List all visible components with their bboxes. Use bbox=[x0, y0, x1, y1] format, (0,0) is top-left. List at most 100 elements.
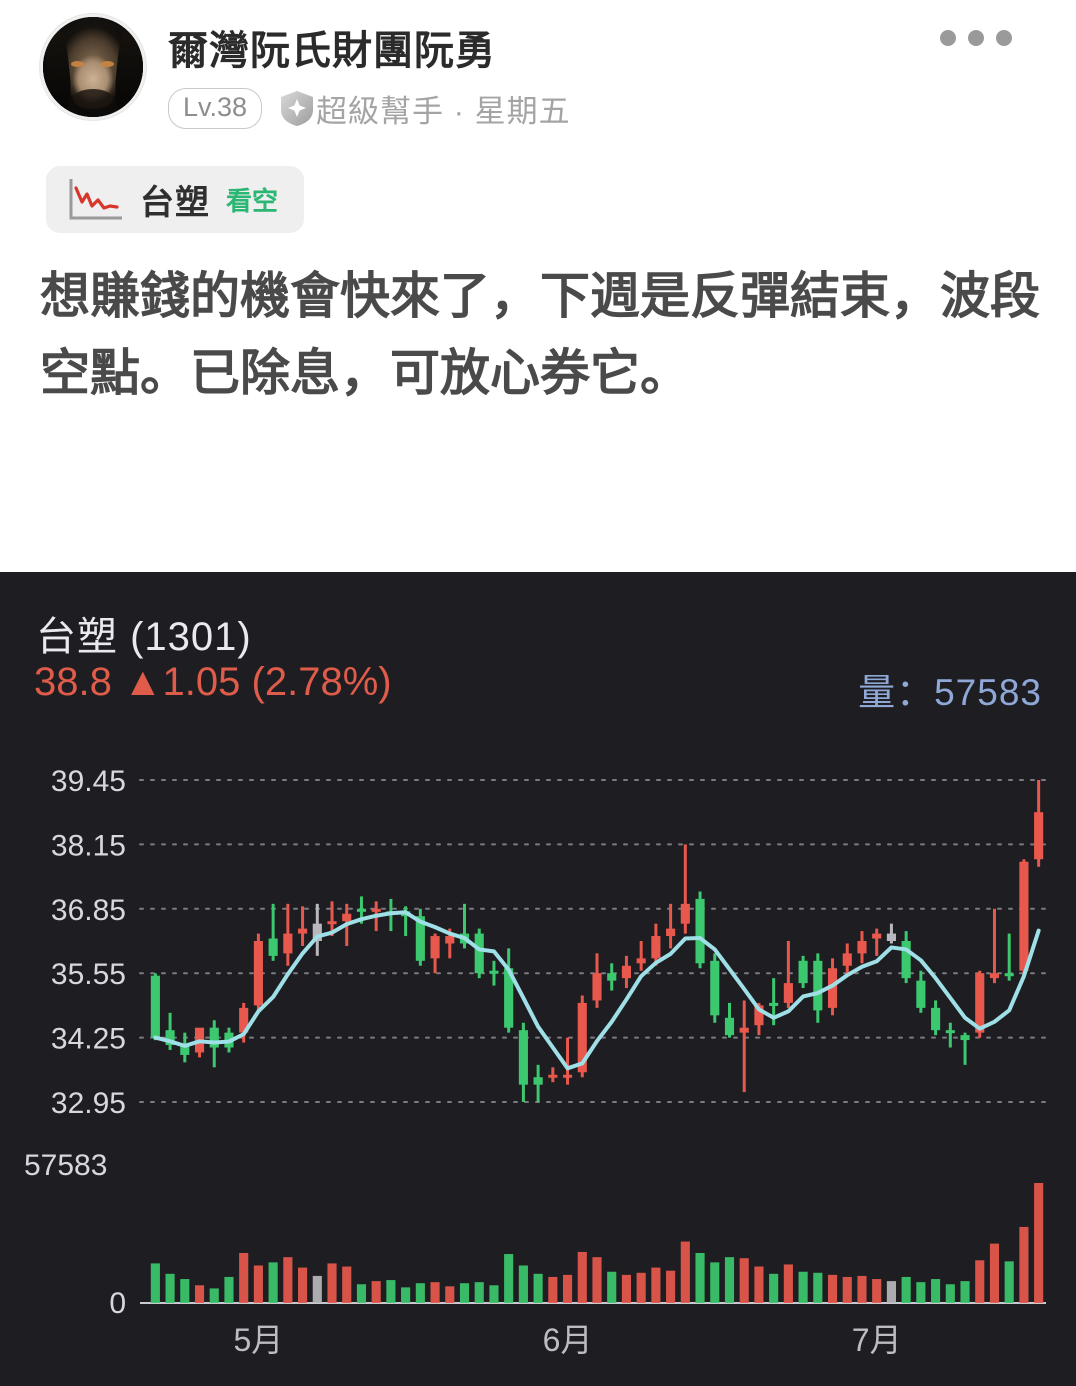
candlestick bbox=[739, 1000, 749, 1093]
volume-bar bbox=[651, 1267, 661, 1303]
candlestick bbox=[636, 941, 646, 971]
candlestick bbox=[283, 903, 293, 966]
candlestick bbox=[415, 908, 425, 966]
candlestick bbox=[474, 928, 484, 979]
volume-bar bbox=[724, 1257, 735, 1303]
post-card: 爾灣阮氏財團阮勇 Lv.38 超級幫手 · 星期五 bbox=[0, 0, 1076, 572]
volume-bar bbox=[504, 1254, 514, 1303]
candlestick bbox=[327, 901, 337, 937]
volume-bar bbox=[253, 1265, 263, 1303]
volume-bar bbox=[1019, 1226, 1029, 1303]
volume-bar bbox=[754, 1266, 764, 1303]
user-meta: Lv.38 超級幫手 · 星期五 bbox=[168, 86, 571, 131]
candlestick bbox=[857, 931, 867, 964]
volume-bar bbox=[562, 1274, 573, 1303]
volume-bar bbox=[445, 1286, 455, 1303]
volume-bar bbox=[283, 1257, 293, 1303]
moving-average-line bbox=[153, 910, 1041, 1071]
volume-bar bbox=[886, 1281, 896, 1303]
volume-bar bbox=[194, 1285, 205, 1303]
volume-bar bbox=[430, 1282, 440, 1303]
candlestick bbox=[592, 953, 602, 1008]
y-axis-tick: 39.45 bbox=[51, 765, 126, 798]
candlestick bbox=[1019, 859, 1029, 976]
volume-bar bbox=[474, 1282, 484, 1303]
y-axis-tick: 36.85 bbox=[51, 894, 126, 927]
chart-stock-title: 台塑 (1301) bbox=[36, 615, 252, 659]
volume-bar bbox=[312, 1275, 322, 1303]
volume-bar bbox=[975, 1260, 985, 1303]
avatar-eye-left bbox=[71, 61, 84, 67]
candlestick bbox=[886, 923, 896, 944]
volume-max-label: 57583 bbox=[24, 1149, 107, 1182]
volume-bar bbox=[695, 1252, 705, 1303]
volume-bar bbox=[459, 1283, 470, 1303]
candlestick bbox=[253, 933, 263, 1013]
more-horizontal-icon[interactable] bbox=[940, 30, 1012, 46]
volume-bar bbox=[1004, 1261, 1014, 1303]
candlestick bbox=[651, 923, 661, 966]
volume-bar bbox=[621, 1274, 632, 1303]
candlestick bbox=[945, 1022, 955, 1048]
candlestick bbox=[518, 1022, 528, 1102]
volume-bar bbox=[872, 1279, 882, 1303]
volume-bar bbox=[945, 1284, 955, 1303]
volume-zero-label: 0 bbox=[109, 1287, 126, 1320]
candlestick bbox=[872, 928, 882, 956]
candlestick-plot[interactable]: 39.45 38.15 36.85 35.55 34.25 32.95 57583 0 5月 6月… bbox=[0, 572, 1076, 1386]
volume-bar bbox=[180, 1279, 190, 1303]
volume-bar bbox=[533, 1273, 543, 1303]
candlestick bbox=[533, 1064, 543, 1102]
more-dot bbox=[968, 30, 984, 46]
candlestick bbox=[298, 906, 308, 946]
volume-bar bbox=[798, 1271, 808, 1303]
volume-bar bbox=[268, 1262, 278, 1303]
candlestick bbox=[724, 1002, 735, 1038]
more-dot bbox=[940, 30, 956, 46]
candlestick bbox=[666, 903, 676, 949]
candlestick bbox=[268, 903, 278, 961]
stock-chip[interactable]: 台塑 看空 bbox=[46, 166, 305, 233]
volume-bar bbox=[842, 1276, 852, 1303]
volume-bar bbox=[386, 1280, 396, 1303]
volume-bar bbox=[577, 1251, 587, 1303]
volume-bar bbox=[165, 1273, 175, 1303]
user-info: 爾灣阮氏財團阮勇 Lv.38 超級幫手 · 星期五 bbox=[168, 14, 571, 131]
avatar[interactable] bbox=[40, 14, 146, 120]
volume-bar bbox=[401, 1287, 411, 1303]
x-axis-tick: 7月 bbox=[852, 1322, 902, 1358]
candlestick bbox=[165, 1012, 175, 1050]
candlestick bbox=[695, 891, 705, 969]
volume-bar bbox=[489, 1285, 499, 1303]
x-axis-tick: 5月 bbox=[234, 1322, 284, 1358]
user-role: 超級幫手 bbox=[316, 94, 445, 129]
stock-chart-panel[interactable]: 台塑 (1301) 38.8 ▲1.05 (2.78%) 量：57583 39.… bbox=[0, 572, 1076, 1386]
chart-price-line: 38.8 ▲1.05 (2.78%) bbox=[34, 660, 392, 704]
volume-bar bbox=[298, 1267, 308, 1303]
candlestick bbox=[842, 943, 852, 976]
candlestick bbox=[916, 970, 926, 1013]
candlestick bbox=[150, 973, 160, 1041]
volume-bar bbox=[150, 1263, 160, 1303]
volume-bar bbox=[769, 1273, 779, 1303]
volume-bar bbox=[813, 1272, 823, 1303]
y-axis-tick: 38.15 bbox=[51, 829, 126, 862]
candlestick bbox=[607, 963, 617, 991]
y-axis-tick: 32.95 bbox=[51, 1087, 126, 1120]
username[interactable]: 爾灣阮氏財團阮勇 bbox=[168, 29, 496, 73]
candlestick bbox=[960, 1032, 970, 1065]
candlestick bbox=[989, 908, 1000, 984]
candlestick bbox=[798, 955, 808, 989]
volume-bar bbox=[783, 1264, 793, 1303]
volume-bar bbox=[960, 1281, 970, 1303]
y-axis-tick: 34.25 bbox=[51, 1023, 126, 1056]
candlestick bbox=[312, 903, 322, 956]
candlestick bbox=[562, 1037, 573, 1085]
volume-bar bbox=[857, 1275, 867, 1303]
volume-bar bbox=[636, 1272, 646, 1303]
user-role-and-day: 超級幫手 · 星期五 bbox=[316, 86, 571, 131]
post-body: 想賺錢的機會快來了，下週是反彈結束，波段空點。已除息，可放心券它。 bbox=[40, 268, 1040, 401]
x-axis-tick: 6月 bbox=[543, 1322, 593, 1358]
chart-volume-label: 量：57583 bbox=[858, 672, 1042, 713]
volume-bar bbox=[607, 1271, 617, 1303]
